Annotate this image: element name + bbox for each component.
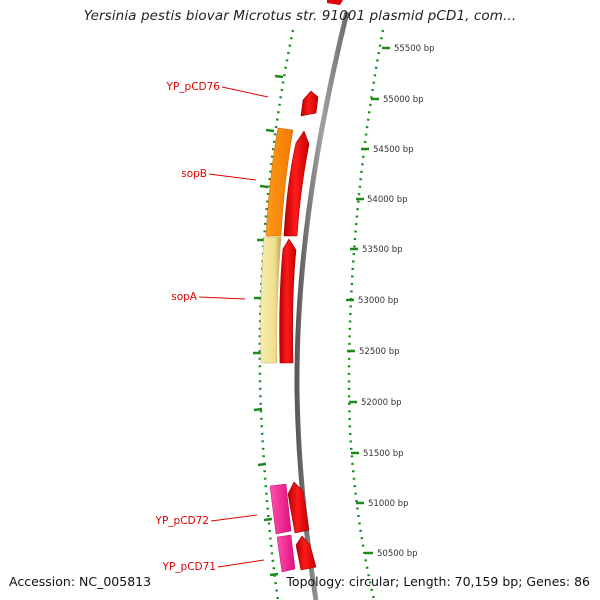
gene-YP_pCD76 [300,90,319,117]
gene-label: YP_pCD76 [166,81,221,93]
scale-label: 55500 bp [394,44,435,54]
gene-YP_pCD71-forward [295,535,317,571]
gene-YP_pCD71-reverse [276,534,296,573]
inner-ring-ticks [253,74,284,577]
gene-sopA-forward [279,238,297,364]
gene-top-partial [327,0,343,5]
scale-label: 54000 bp [367,195,408,205]
scale-ticks [346,46,390,555]
gene-label: sopB [181,168,207,180]
scale-label: 51000 bp [368,499,409,509]
scale-label: 53000 bp [358,296,399,306]
gene-label: YP_pCD71 [162,561,216,573]
gene-sopB-reverse [265,127,294,237]
accession-label: Accession: NC_005813 [9,574,152,589]
scale-label: 55000 bp [383,95,424,105]
scale-label: 52500 bp [359,347,400,357]
scale-label: 50500 bp [377,549,418,559]
gene-label: YP_pCD72 [155,515,209,527]
map-title: Yersinia pestis biovar Microtus str. 910… [83,8,517,24]
scale-label: 52000 bp [361,398,402,408]
gene-YP_pCD72-reverse [269,483,292,535]
gene-YP_pCD72-forward [287,481,310,534]
gene-label: sopA [171,291,198,303]
gene-sopA-reverse [260,236,282,364]
gene-sopB-forward [283,130,310,237]
gene-label-leaders [198,86,269,568]
scale-label: 53500 bp [362,245,403,255]
scale-label: 54500 bp [373,145,414,155]
outer-dotted-ring [347,29,385,600]
topology-summary: Topology: circular; Length: 70,159 bp; G… [286,574,590,589]
scale-label: 51500 bp [363,449,404,459]
